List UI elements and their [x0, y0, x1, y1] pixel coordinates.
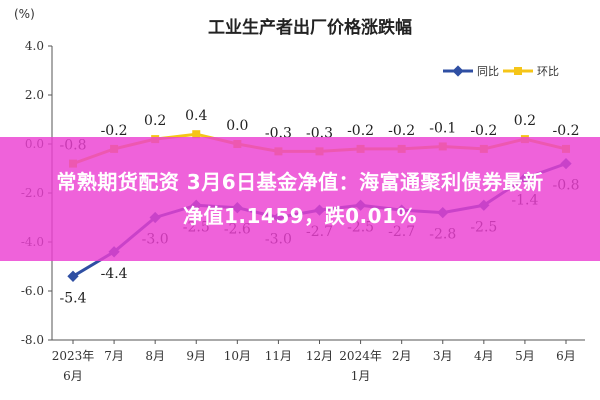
legend-label-0: 同比	[477, 65, 499, 78]
x-tick-label: 5月	[515, 349, 535, 363]
data-label-1: -0.2	[553, 123, 580, 139]
legend-marker-0	[452, 65, 464, 77]
x-tick-label: 1月	[351, 369, 371, 383]
data-label-1: 0.0	[226, 118, 248, 134]
x-tick-label: 7月	[104, 349, 124, 363]
data-label-1: 0.2	[514, 113, 536, 129]
x-tick-label: 9月	[186, 349, 206, 363]
x-tick-label: 12月	[306, 349, 333, 363]
data-label-1: 0.2	[144, 113, 166, 129]
x-tick-label: 8月	[145, 349, 165, 363]
data-label-1: -0.2	[347, 123, 374, 139]
series-point-1	[192, 130, 201, 139]
x-tick-label: 2024年	[339, 349, 382, 363]
data-label-1: -0.1	[429, 120, 456, 136]
data-label-1: -0.2	[101, 123, 128, 139]
x-tick-label: 6月	[63, 369, 83, 383]
x-tick-label: 10月	[224, 349, 251, 363]
overlay-banner[interactable]: 常熟期货配资 3月6日基金净值：海富通聚利债券最新 净值1.1459，跌0.01…	[0, 137, 600, 261]
x-tick-label: 11月	[265, 349, 292, 363]
data-label-1: -0.2	[388, 123, 415, 139]
x-tick-label: 2月	[392, 349, 412, 363]
y-axis-unit: (%)	[14, 7, 35, 21]
banner-line-1: 常熟期货配资 3月6日基金净值：海富通聚利债券最新	[56, 170, 544, 194]
x-tick-label: 4月	[474, 349, 494, 363]
y-tick-label: -8.0	[21, 333, 44, 347]
x-tick-label: 6月	[556, 349, 576, 363]
chart-title: 工业生产者出厂价格涨跌幅	[208, 17, 412, 38]
y-tick-label: 2.0	[25, 88, 44, 102]
data-label-1: -0.2	[470, 123, 497, 139]
x-tick-label: 2023年	[52, 349, 95, 363]
x-tick-label: 3月	[433, 349, 453, 363]
banner-line-2: 净值1.1459，跌0.01%	[182, 204, 418, 228]
data-label-0: -4.4	[101, 266, 128, 282]
data-label-0: -5.4	[60, 290, 87, 306]
legend: 同比 环比	[443, 65, 559, 78]
y-tick-label: -6.0	[21, 284, 44, 298]
legend-marker-1	[514, 67, 522, 75]
legend-label-1: 环比	[537, 65, 559, 78]
y-tick-label: 4.0	[25, 39, 44, 53]
data-label-1: 0.4	[185, 108, 207, 124]
